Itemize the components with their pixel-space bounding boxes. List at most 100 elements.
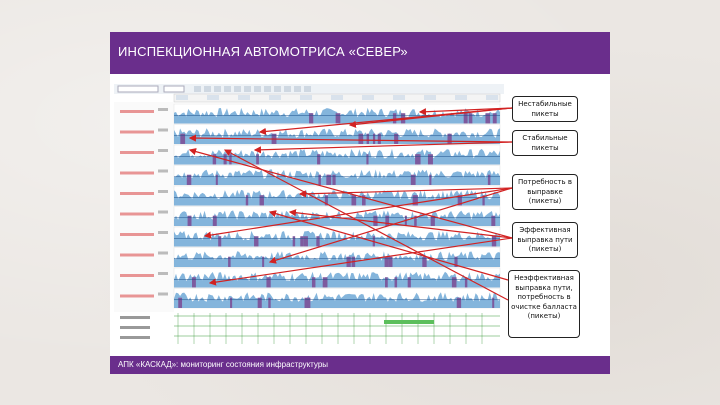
row-bar [400, 113, 406, 124]
row-bar [358, 133, 364, 144]
row-bar [326, 174, 330, 185]
row-bar [427, 154, 433, 165]
callout-line: пикеты [531, 109, 559, 118]
row-label [120, 274, 154, 277]
callout-line: потребность в [517, 293, 571, 301]
row-bar [322, 277, 328, 288]
row-bar [464, 277, 468, 288]
row-label [120, 294, 154, 298]
row-bar [392, 113, 397, 124]
toolbar-button [264, 86, 271, 92]
row-scale [158, 272, 168, 275]
row-bar [317, 154, 321, 165]
row-bar [351, 256, 356, 267]
row-bar [362, 195, 366, 206]
row-bar [324, 195, 328, 206]
row-bar [335, 113, 341, 124]
track-label [120, 336, 150, 339]
toolbar-button [244, 86, 251, 92]
row-bar [429, 174, 432, 185]
row-bar [468, 113, 473, 124]
toolbar-button [214, 86, 221, 92]
row-bar [430, 215, 435, 226]
row-bar [311, 277, 316, 288]
row-bar [271, 133, 277, 144]
row-bar [229, 154, 232, 165]
track-chart [114, 84, 504, 346]
row-bar [192, 277, 196, 288]
row-bar [377, 133, 381, 144]
row-bar [413, 195, 418, 206]
callout-line: выправке [527, 187, 563, 196]
row-bar [487, 174, 491, 185]
ruler-tick [207, 95, 219, 100]
callout-line: очистке балласта [511, 302, 577, 311]
ruler-tick [176, 95, 188, 100]
row-bar [346, 256, 351, 267]
toolbar-button [204, 86, 211, 92]
row-bar [266, 277, 271, 288]
row-bar [415, 154, 420, 165]
callout-line: (пикеты) [528, 197, 562, 205]
row-bar [385, 215, 390, 226]
row-bar [492, 236, 496, 247]
row-label [120, 110, 154, 113]
ruler-tick [331, 95, 343, 100]
row-bar [256, 154, 259, 165]
slide-title: ИНСПЕКЦИОННАЯ АВТОМОТРИСА «СЕВЕР» [118, 44, 408, 59]
callout-line: Нестабильные [518, 100, 572, 108]
row-bar [447, 133, 452, 144]
row-label [120, 151, 154, 154]
row-bar [410, 174, 416, 185]
ruler-tick [362, 95, 374, 100]
row-bar [372, 133, 376, 144]
row-scale [158, 210, 168, 214]
row-label [120, 233, 154, 236]
row-bar [482, 195, 485, 206]
track-highlight [384, 320, 434, 324]
row-bar [230, 297, 233, 308]
ruler-tick [424, 95, 436, 100]
row-scale [158, 108, 168, 111]
row-scale [158, 251, 168, 255]
row-bar [318, 174, 321, 185]
row-bar [218, 236, 222, 247]
row-bar [180, 133, 184, 144]
row-bar [451, 277, 457, 288]
row-label [120, 130, 154, 134]
callout-line: Неэффективная [514, 274, 574, 282]
track-label [120, 316, 150, 319]
row-bar [186, 174, 192, 185]
row-bar [492, 113, 497, 124]
toolbar-button [254, 86, 261, 92]
row-bar [228, 256, 231, 267]
callout-line: (пикеты) [527, 312, 561, 320]
callout-line: Стабильные [522, 134, 568, 142]
row-bar [463, 113, 468, 124]
ruler-tick [300, 95, 312, 100]
row-bar [182, 133, 186, 144]
toolbar-button [234, 86, 241, 92]
row-bar [351, 195, 357, 206]
row-scale [158, 169, 168, 173]
row-bar [303, 236, 308, 247]
row-scale [158, 149, 168, 152]
row-bar [262, 256, 265, 267]
row-bar [404, 215, 407, 226]
row-bar [414, 215, 417, 226]
row-bar [373, 215, 378, 226]
callout-effective: Эффективная выправка пути (пикеты) [512, 222, 578, 258]
callout-line: (пикеты) [528, 245, 562, 253]
title-bar: ИНСПЕКЦИОННАЯ АВТОМОТРИСА «СЕВЕР» [110, 32, 610, 74]
toolbar-button [194, 86, 201, 92]
row-bar [223, 154, 227, 165]
toolbar-button [304, 86, 311, 92]
row-bar [491, 215, 496, 226]
row-bar [304, 297, 309, 308]
row-bar [316, 236, 320, 247]
row-bar [257, 297, 262, 308]
toolbar-button [274, 86, 281, 92]
row-bar [215, 174, 218, 185]
row-bar [492, 297, 495, 308]
row-bar [268, 297, 271, 308]
